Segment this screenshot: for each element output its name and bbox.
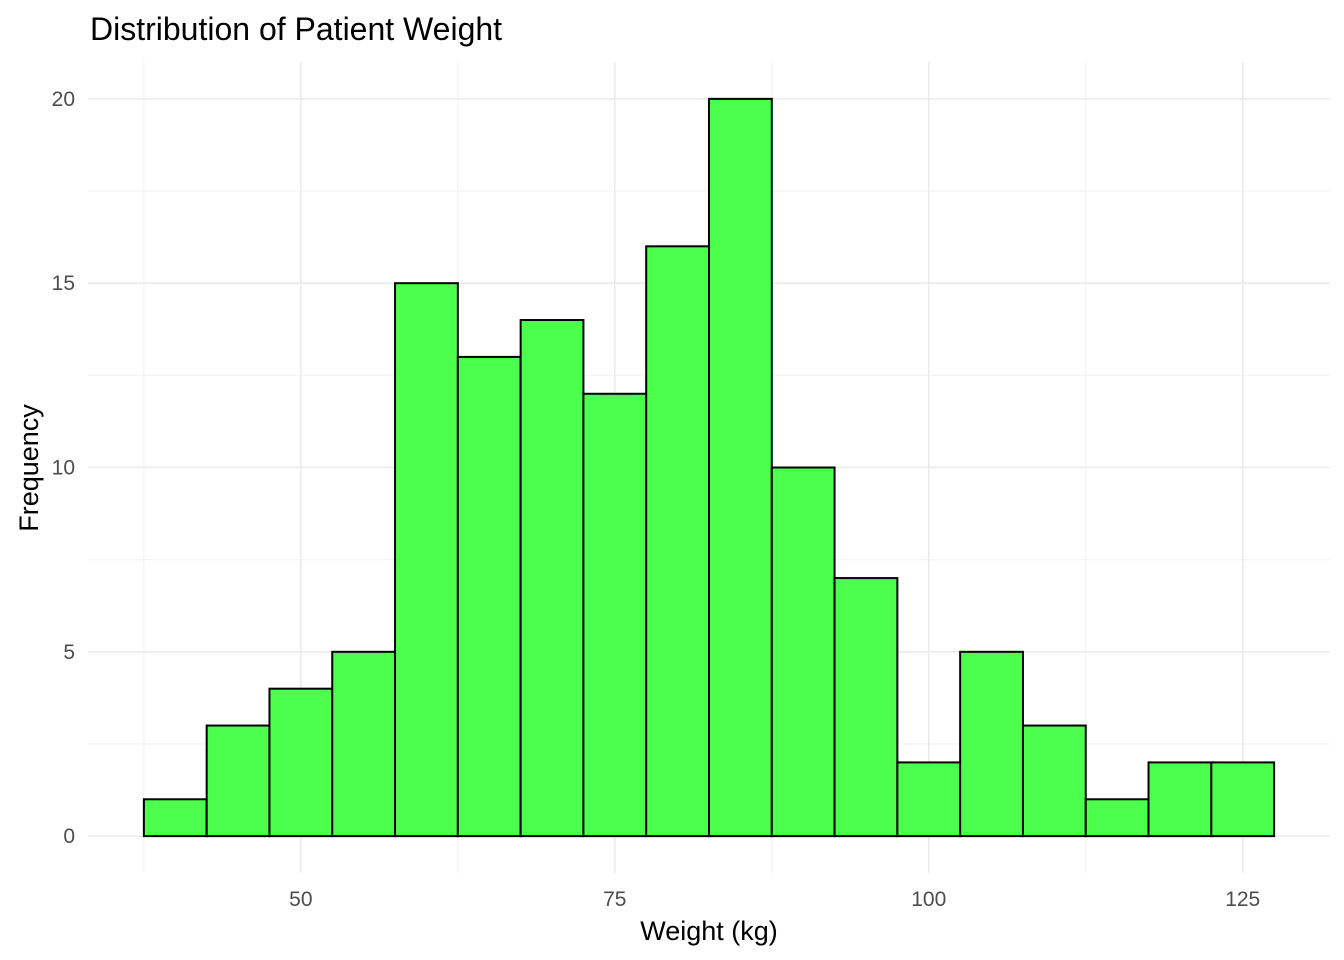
histogram-bar (142, 798, 208, 838)
y-axis-title: Frequency (14, 404, 44, 532)
histogram-bar (1084, 798, 1150, 838)
x-tick-label: 100 (911, 888, 946, 911)
histogram-bar (959, 650, 1024, 838)
histogram-bar (708, 97, 773, 838)
y-tick-label: 5 (63, 641, 75, 664)
histogram-bar (456, 355, 522, 838)
histogram-bar (896, 761, 962, 838)
histogram-bar (1021, 724, 1087, 838)
histogram-bar (833, 577, 899, 838)
histogram-bar (205, 724, 271, 838)
x-tick-label: 125 (1225, 888, 1260, 911)
chart-title: Distribution of Patient Weight (90, 11, 502, 47)
y-tick-label: 0 (63, 825, 75, 848)
histogram-bar (394, 282, 459, 838)
histogram-bar (268, 687, 334, 838)
y-tick-label: 10 (52, 457, 75, 480)
histogram-bar (770, 466, 836, 838)
histogram-bar (1147, 761, 1213, 838)
bars (142, 97, 1276, 838)
histogram-bar (645, 245, 710, 838)
x-axis-title: Weight (kg) (640, 916, 778, 946)
y-tick-label: 15 (52, 272, 75, 295)
histogram-bar (582, 392, 648, 838)
histogram-bar (519, 319, 585, 838)
y-axis-ticks: 0 5 10 15 20 (52, 88, 75, 848)
x-tick-label: 50 (289, 888, 312, 911)
histogram-bar (1210, 761, 1276, 838)
histogram-bar (331, 650, 397, 838)
x-axis-ticks: 50 75 100 125 (289, 888, 1260, 911)
y-tick-label: 20 (52, 88, 75, 111)
x-tick-label: 75 (603, 888, 626, 911)
